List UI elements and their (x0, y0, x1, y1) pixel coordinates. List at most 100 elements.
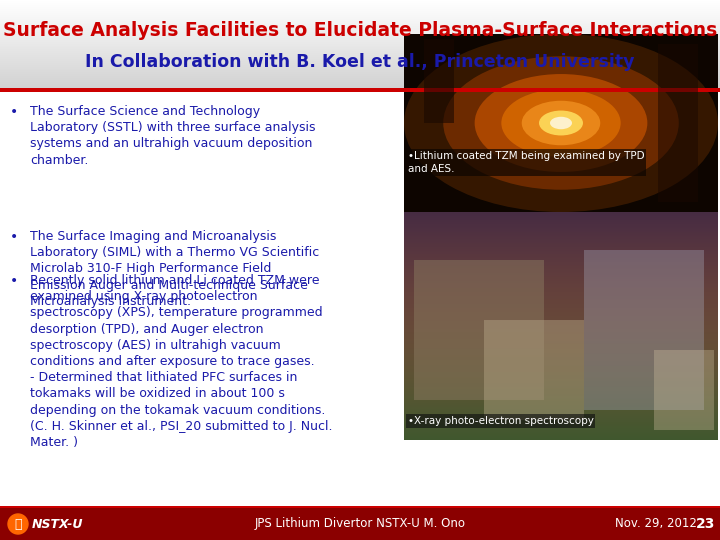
Bar (404, 401, 718, 402)
Bar (0, 34, 720, 35)
Bar (404, 257, 718, 258)
Bar (0, 32, 720, 33)
Text: •X-ray photo-electron spectroscopy: •X-ray photo-electron spectroscopy (408, 416, 594, 426)
Bar (404, 402, 718, 403)
Bar (0, 77, 720, 78)
Bar (404, 383, 718, 384)
Bar (404, 338, 718, 339)
Bar (0, 12, 720, 13)
Bar (404, 353, 718, 354)
Bar (404, 236, 718, 237)
Bar (0, 31, 720, 32)
Bar (404, 351, 718, 352)
Bar (404, 378, 718, 379)
Ellipse shape (539, 111, 583, 136)
Bar (404, 286, 718, 287)
Bar (404, 316, 718, 317)
Bar (404, 332, 718, 333)
Bar (404, 273, 718, 274)
Bar (0, 75, 720, 76)
Bar (404, 292, 718, 293)
Bar (404, 313, 718, 314)
Bar (0, 70, 720, 71)
Text: Recently solid lithium and Li coated TZM were
examined using X-ray photoelectron: Recently solid lithium and Li coated TZM… (30, 274, 333, 449)
Bar (0, 60, 720, 61)
Bar (0, 25, 720, 26)
Bar (404, 433, 718, 434)
Bar (404, 212, 718, 440)
Bar (404, 395, 718, 396)
Bar (404, 356, 718, 357)
Bar (404, 437, 718, 438)
Bar (404, 409, 718, 410)
Bar (0, 8, 720, 9)
Bar (404, 234, 718, 235)
Bar (404, 245, 718, 246)
Bar (404, 244, 718, 245)
Bar (404, 314, 718, 315)
Bar (0, 71, 720, 72)
Bar (404, 267, 718, 268)
Text: •: • (10, 274, 18, 288)
Bar (404, 379, 718, 380)
Bar (404, 247, 718, 248)
Bar (404, 322, 718, 323)
Bar (404, 339, 718, 340)
Bar (404, 419, 718, 420)
Bar (404, 415, 718, 416)
Bar (0, 13, 720, 14)
Bar (404, 298, 718, 299)
Bar (404, 226, 718, 227)
Text: In Collaboration with B. Koel et al., Princeton University: In Collaboration with B. Koel et al., Pr… (85, 53, 635, 71)
Bar (404, 318, 718, 319)
Bar (0, 66, 720, 67)
Bar (404, 270, 718, 271)
Bar (0, 36, 720, 37)
Bar (0, 28, 720, 29)
Bar (0, 46, 720, 47)
Bar (0, 45, 720, 46)
Bar (0, 82, 720, 83)
Text: •: • (10, 105, 18, 119)
Bar (0, 81, 720, 82)
Bar (404, 388, 718, 389)
Bar (404, 262, 718, 263)
Ellipse shape (550, 117, 572, 129)
Bar (404, 274, 718, 275)
Bar (404, 413, 718, 414)
Bar (404, 216, 718, 217)
Bar (404, 272, 718, 273)
Bar (404, 414, 718, 415)
Bar (404, 251, 718, 252)
Bar (404, 425, 718, 426)
Bar (404, 309, 718, 310)
Bar (404, 311, 718, 312)
Bar (404, 243, 718, 244)
Bar (404, 342, 718, 343)
Bar (404, 387, 718, 388)
Bar (404, 266, 718, 267)
Bar (414, 260, 544, 400)
Bar (404, 237, 718, 238)
Bar (404, 317, 718, 318)
Bar (404, 352, 718, 353)
Bar (404, 302, 718, 303)
Bar (404, 258, 718, 259)
Bar (0, 65, 720, 66)
Bar (404, 279, 718, 280)
Text: Ⓝ: Ⓝ (14, 517, 22, 530)
Bar (404, 230, 718, 231)
Bar (404, 220, 718, 221)
Bar (404, 326, 718, 327)
Bar (404, 312, 718, 313)
Bar (404, 227, 718, 228)
Bar (0, 19, 720, 20)
Bar (0, 74, 720, 75)
Bar (404, 319, 718, 320)
Bar (404, 296, 718, 297)
Bar (404, 256, 718, 257)
Bar (0, 69, 720, 70)
Bar (404, 261, 718, 262)
Bar (404, 428, 718, 429)
Bar (404, 380, 718, 381)
